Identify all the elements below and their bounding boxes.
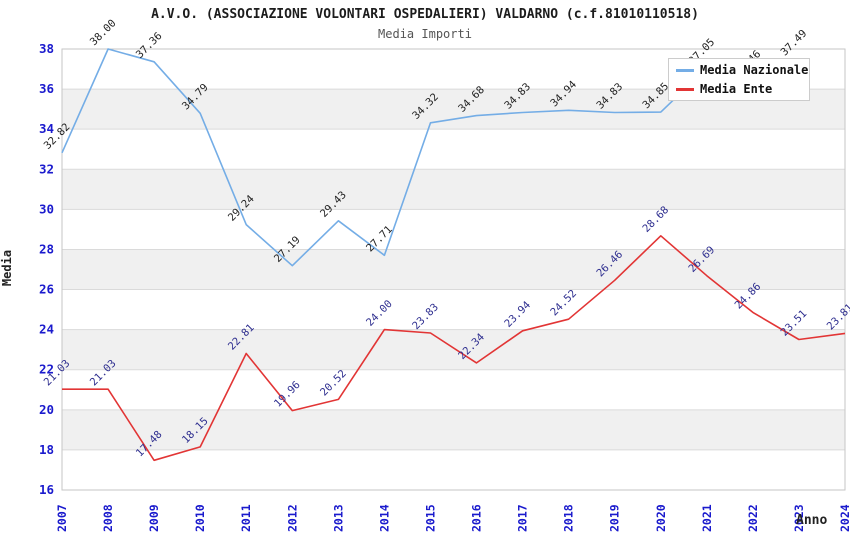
y-tick-label: 28 [39,241,54,256]
legend-item-media-nazionale: Media Nazionale [676,62,809,78]
x-tick-label: 2010 [193,504,207,532]
x-tick-label: 2020 [654,504,668,532]
x-tick-label: 2018 [562,504,576,532]
value-label: 23.81 [825,302,850,333]
legend-label: Media Nazionale [700,63,809,77]
x-tick-label: 2008 [101,504,115,532]
y-tick-label: 20 [39,402,54,417]
x-tick-label: 2015 [423,504,437,532]
x-tick-label: 2024 [838,504,850,532]
grid-band [62,329,845,370]
x-tick-label: 2023 [792,504,806,532]
y-tick-label: 18 [39,442,54,457]
media-ente-swatch-icon [676,87,694,91]
y-tick-label: 36 [39,81,54,96]
page-title: A.V.O. (ASSOCIAZIONE VOLONTARI OSPEDALIE… [151,7,699,22]
grid-band [62,249,845,290]
y-tick-label: 32 [39,161,54,176]
value-label: 23.94 [502,299,533,330]
media-ente-line [62,235,846,462]
y-tick-label: 16 [39,482,54,497]
y-tick-label: 24 [39,322,54,337]
x-tick-label: 2009 [147,504,161,532]
x-tick-label: 2016 [470,504,484,532]
page-subtitle: Media Importi [378,27,472,41]
x-tick-label: 2012 [285,504,299,532]
y-axis-title: Media [0,249,14,287]
y-tick-label: 38 [39,41,54,56]
value-label: 24.00 [364,298,395,329]
grid-band [62,169,845,210]
legend-item-media-ente: Media Ente [676,81,809,97]
x-tick-label: 2011 [239,504,253,532]
x-tick-label: 2019 [608,504,622,532]
legend-box: Media Nazionale Media Ente [668,58,810,101]
x-axis-title: Anno [796,513,828,528]
y-tick-label: 30 [39,201,54,216]
x-tick-label: 2022 [746,504,760,532]
plot-border [61,48,846,491]
x-tick-label: 2014 [377,504,391,532]
x-tick-label: 2017 [516,504,530,532]
media-nazionale-swatch-icon [676,68,694,72]
y-tick-label: 26 [39,282,54,297]
x-tick-label: 2013 [331,504,345,532]
legend-label: Media Ente [700,82,773,96]
value-label: 23.83 [410,301,441,332]
value-label: 20.52 [318,368,349,399]
grid-band [62,409,845,450]
x-tick-label: 2007 [55,504,69,532]
y-tick-label: 22 [39,362,54,377]
x-tick-label: 2021 [700,504,714,532]
y-tick-label: 34 [39,121,54,136]
